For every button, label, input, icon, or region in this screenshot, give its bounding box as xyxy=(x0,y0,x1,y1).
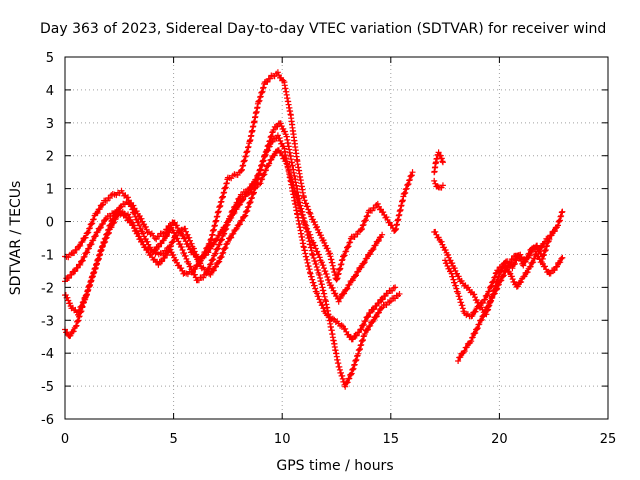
x-tick-label: 10 xyxy=(274,432,291,447)
x-tick-label: 15 xyxy=(383,432,400,447)
plot-frame xyxy=(64,56,609,420)
y-tick-label: 1 xyxy=(46,183,54,198)
y-tick-label: -1 xyxy=(41,248,54,263)
series-points-track-b xyxy=(62,120,403,390)
data-layer xyxy=(62,69,566,390)
series-points-track-i xyxy=(455,225,559,364)
chart-title: Day 363 of 2023, Sidereal Day-to-day VTE… xyxy=(40,21,606,37)
y-tick-label: -4 xyxy=(41,347,54,362)
y-tick-label: 3 xyxy=(46,117,54,132)
y-tick-label: -5 xyxy=(41,380,54,395)
y-tick-label: 2 xyxy=(46,150,54,165)
series-points-track-a xyxy=(62,69,416,283)
series-track-i xyxy=(455,225,559,364)
series-track-a xyxy=(62,69,416,283)
x-tick-label: 5 xyxy=(169,432,177,447)
series-points-track-e xyxy=(431,149,446,176)
y-tick-label: 0 xyxy=(46,216,54,231)
series-track-g xyxy=(431,208,566,318)
series-track-b xyxy=(62,120,403,390)
y-tick-label: -2 xyxy=(41,281,54,296)
x-tick-label: 20 xyxy=(491,432,508,447)
x-tick-label: 0 xyxy=(61,432,69,447)
x-tick-label: 25 xyxy=(600,432,617,447)
series-track-e xyxy=(431,149,446,176)
y-tick-label: 4 xyxy=(46,84,54,99)
x-axis-title: GPS time / hours xyxy=(276,458,393,474)
y-tick-label: 5 xyxy=(46,51,54,66)
series-points-track-h xyxy=(442,250,566,320)
series-points-track-g xyxy=(431,208,566,318)
series-track-h xyxy=(442,250,566,320)
series-points-track-f xyxy=(431,177,446,191)
y-tick-label: -6 xyxy=(41,413,54,428)
y-axis-title: SDTVAR / TECUs xyxy=(8,181,24,296)
grid-layer xyxy=(65,57,608,419)
y-tick-label: -3 xyxy=(41,314,54,329)
series-track-f xyxy=(431,177,446,191)
